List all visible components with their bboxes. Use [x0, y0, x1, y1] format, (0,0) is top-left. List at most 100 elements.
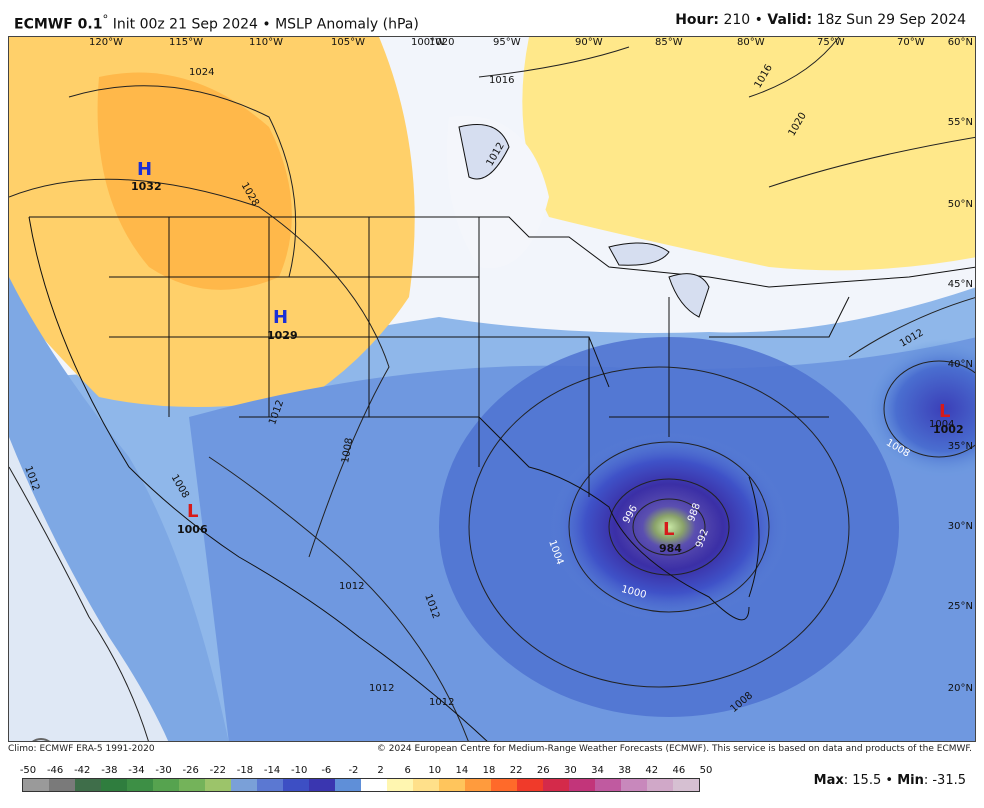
low-pressure-marker[interactable]: L	[939, 401, 951, 422]
lon-label: 80°W	[737, 37, 765, 48]
model-name: ECMWF 0.1	[14, 16, 103, 33]
legend-swatch	[153, 779, 179, 791]
legend-swatch	[309, 779, 335, 791]
legend-tick-label: 30	[564, 765, 577, 776]
header-bar: ECMWF 0.1° Init 00z 21 Sep 2024 • MSLP A…	[0, 0, 984, 36]
legend-swatch	[231, 779, 257, 791]
valid-label: Valid:	[767, 12, 813, 28]
init-time: Init 00z 21 Sep 2024	[112, 16, 258, 33]
high-pressure-marker[interactable]: H	[273, 307, 289, 328]
legend-swatch	[413, 779, 439, 791]
map-canvas	[9, 37, 975, 741]
legend-swatch	[283, 779, 309, 791]
lon-label: 120°W	[89, 37, 123, 48]
legend-tick-label: 42	[645, 765, 659, 776]
isobar-label: 1016	[489, 75, 515, 86]
copyright-text: © 2024 European Centre for Medium-Range …	[376, 744, 972, 754]
legend-swatch	[439, 779, 465, 791]
min-value: -31.5	[932, 773, 966, 788]
lat-label: 20°N	[947, 683, 973, 694]
legend-tick-label: 50	[699, 765, 713, 776]
climo-text: Climo: ECMWF ERA-5 1991-2020	[8, 744, 155, 754]
legend-swatch	[205, 779, 231, 791]
legend-tick-label: 26	[536, 765, 550, 776]
high-pressure-value: 1032	[131, 180, 162, 193]
legend-swatch	[101, 779, 127, 791]
legend-ticks: -50 -46 -42 -38 -34 -30 -26 -22 -18 -14 -10 -6 -2 2 6 1…	[18, 765, 713, 777]
title-right: Hour: 210 • Valid: 18z Sun 29 Sep 2024	[675, 12, 966, 28]
min-label: Min	[897, 773, 924, 788]
legend-swatch	[465, 779, 491, 791]
weatherbell-logo-icon	[32, 738, 50, 741]
forecast-hour: 210	[723, 12, 751, 28]
lon-label: 100°W	[411, 37, 445, 48]
legend-tick-label: -30	[155, 765, 172, 776]
legend-swatch	[491, 779, 517, 791]
legend-tick-label: -14	[263, 765, 281, 776]
low-pressure-marker[interactable]: L	[187, 501, 199, 522]
legend-tick-label: -18	[236, 765, 254, 776]
separator-3: •	[885, 773, 894, 788]
weatherbell-logo	[23, 733, 109, 741]
legend-swatch	[621, 779, 647, 791]
isobar-label: 1004	[929, 419, 955, 430]
lon-label: 85°W	[655, 37, 683, 48]
lat-label: 55°N	[947, 117, 973, 128]
low-pressure-value: 1002	[933, 423, 964, 436]
lat-label: 60°N	[947, 37, 973, 48]
legend-tick-label: 14	[455, 765, 469, 776]
legend-tick-label: -26	[182, 765, 199, 776]
lon-label: 115°W	[169, 37, 203, 48]
high-pressure-marker[interactable]: H	[137, 159, 153, 180]
lon-label: 105°W	[331, 37, 365, 48]
legend-tick-label: 38	[618, 765, 631, 776]
legend-swatch	[595, 779, 621, 791]
lat-label: 40°N	[947, 359, 973, 370]
legend-tick-label: -10	[291, 765, 308, 776]
legend-tick-label: -6	[321, 765, 332, 776]
legend-tick-label: 10	[428, 765, 442, 776]
valid-time: 18z Sun 29 Sep 2024	[816, 12, 966, 28]
max-label: Max	[813, 773, 844, 788]
low-pressure-value: 984	[659, 542, 682, 555]
isobar-label: 1020	[429, 37, 455, 48]
legend-tick-label: 18	[482, 765, 496, 776]
legend-swatch	[127, 779, 153, 791]
lon-label: 75°W	[817, 37, 845, 48]
lon-label: 95°W	[493, 37, 521, 48]
low-pressure-value: 1006	[177, 523, 208, 536]
lat-label: 25°N	[947, 601, 973, 612]
lat-label: 30°N	[947, 521, 973, 532]
legend-swatch	[257, 779, 283, 791]
high-pressure-value: 1029	[267, 329, 298, 342]
legend-swatch	[23, 779, 49, 791]
max-value: 15.5	[852, 773, 882, 788]
legend-swatch	[179, 779, 205, 791]
legend-tick-label: -2	[348, 765, 359, 776]
legend-tick-label: -22	[209, 765, 226, 776]
legend-swatch	[361, 779, 387, 791]
lat-label: 35°N	[947, 441, 973, 452]
legend-tick-label: 34	[591, 765, 604, 776]
legend-swatch	[543, 779, 569, 791]
legend-swatch	[647, 779, 673, 791]
separator: •	[262, 16, 271, 33]
legend-tick-label: -46	[46, 765, 64, 776]
product-name: MSLP Anomaly (hPa)	[275, 16, 419, 33]
legend-tick-label: 6	[404, 765, 411, 776]
legend-swatch	[673, 779, 699, 791]
lat-label: 50°N	[947, 199, 973, 210]
weather-map[interactable]: 120°W 115°W 110°W 105°W 100°W 95°W 90°W …	[8, 36, 976, 742]
stats-readout: Max: 15.5 • Min: -31.5	[813, 773, 966, 788]
legend-tick-label: 46	[672, 765, 686, 776]
legend-swatch	[75, 779, 101, 791]
isobar-label: 1024	[189, 67, 215, 78]
legend-colorbar	[22, 778, 700, 792]
isobar-label: 1012	[339, 581, 365, 592]
low-pressure-marker[interactable]: L	[663, 519, 675, 540]
legend-tick-label: -38	[101, 765, 118, 776]
legend-swatch	[49, 779, 75, 791]
lon-label: 70°W	[897, 37, 925, 48]
legend-swatch	[517, 779, 543, 791]
isobar-label: 1012	[369, 683, 395, 694]
